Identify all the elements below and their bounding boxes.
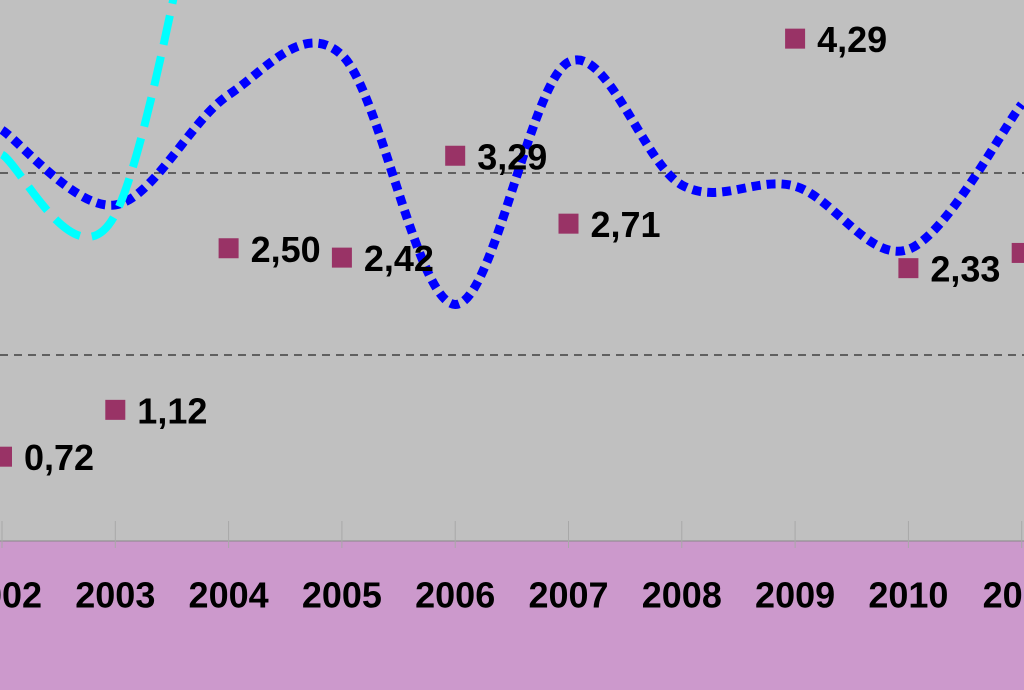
x-tick-label: 2002	[0, 575, 42, 616]
point	[331, 247, 352, 268]
x-tick-label: 2003	[75, 575, 155, 616]
x-tick-label: 2005	[302, 575, 382, 616]
data-label: 2,42	[364, 238, 434, 279]
data-label: 3,29	[477, 136, 547, 177]
data-label: 1,12	[137, 390, 207, 431]
x-tick-label: 2008	[642, 575, 722, 616]
line-series	[0, 38, 1024, 309]
x-tick-label: 2011	[983, 575, 1024, 616]
point	[558, 213, 579, 234]
x-tick-label: 2010	[868, 575, 948, 616]
point	[218, 238, 239, 259]
point	[445, 145, 466, 166]
x-tick-label: 2006	[415, 575, 495, 616]
data-label: 0,72	[24, 437, 94, 478]
line-series	[0, 0, 178, 241]
x-tick-label: 2004	[189, 575, 269, 616]
axis-band	[0, 541, 1024, 690]
point	[785, 28, 806, 49]
data-label: 2,50	[251, 229, 321, 270]
plot-area	[0, 0, 1024, 541]
data-label: 2,33	[930, 249, 1000, 290]
data-label: 2,71	[591, 204, 661, 245]
x-tick-label: 2009	[755, 575, 835, 616]
data-label: 4,29	[817, 19, 887, 60]
point	[105, 399, 126, 420]
x-tick-label: 2007	[528, 575, 608, 616]
point	[898, 258, 919, 279]
lines	[0, 0, 1024, 309]
point	[0, 446, 12, 467]
point	[1011, 242, 1024, 263]
